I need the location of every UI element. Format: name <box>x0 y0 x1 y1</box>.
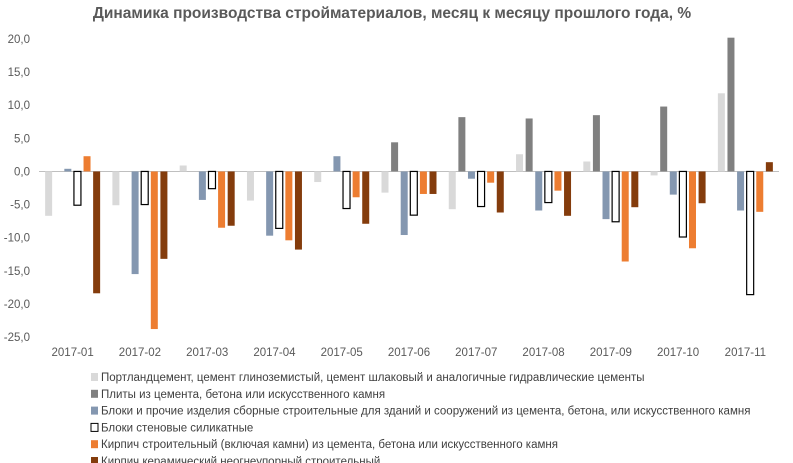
x-tick-label: 2017-10 <box>657 347 699 359</box>
legend-label: Плиты из цемента, бетона или искусственн… <box>101 389 385 401</box>
bar <box>660 106 668 172</box>
y-tick-label: 10,0 <box>8 100 30 112</box>
y-tick-label: 5,0 <box>14 133 30 145</box>
bar <box>717 93 725 172</box>
axes: 20,0 15,0 10,0 5,0 0,0 -5,0 -10,0 -15,0 -20,0 -25… <box>4 34 779 359</box>
bar <box>275 170 284 229</box>
x-tick-label: 2017-02 <box>119 347 161 359</box>
bar <box>266 171 274 236</box>
bar <box>140 170 149 206</box>
legend: Портландцемент, цемент глиноземистый, це… <box>90 372 750 463</box>
legend-swatch <box>91 440 98 449</box>
bar <box>131 171 139 275</box>
y-tick-label: -25,0 <box>4 332 30 344</box>
bar <box>294 171 302 250</box>
bar <box>333 156 341 172</box>
y-tick-label: 15,0 <box>8 67 30 79</box>
bar <box>419 171 427 194</box>
bar <box>583 161 591 172</box>
bar <box>564 171 572 216</box>
bar <box>207 170 217 190</box>
bar <box>476 170 486 208</box>
bar <box>611 170 620 223</box>
legend-label: Кирпич строительный (включая камни) из ц… <box>101 439 558 451</box>
legend-swatch <box>91 389 98 398</box>
y-tick-label: -15,0 <box>4 266 30 278</box>
bar <box>631 171 639 208</box>
bar <box>246 171 254 201</box>
bar <box>554 171 562 191</box>
bar <box>602 171 610 220</box>
bar <box>516 154 524 172</box>
x-tick-label: 2017-11 <box>725 347 766 359</box>
x-tick-label: 2017-03 <box>186 347 228 359</box>
bar <box>727 37 735 172</box>
y-tick-label: -10,0 <box>4 233 30 245</box>
chart-title: Динамика производства стройматериалов, м… <box>93 5 691 22</box>
bar <box>669 171 677 195</box>
bar <box>160 171 168 259</box>
bar <box>650 171 658 176</box>
bar <box>496 171 504 213</box>
bar <box>448 171 456 210</box>
bar <box>400 171 408 236</box>
bar <box>678 170 687 238</box>
bar <box>765 162 773 172</box>
x-tick-label: 2017-09 <box>590 347 632 359</box>
bar <box>698 171 706 204</box>
bar <box>737 171 745 211</box>
legend-label: Блоки и прочие изделия сборные строитель… <box>101 406 750 418</box>
legend-swatch <box>91 406 98 415</box>
bar <box>621 171 629 262</box>
x-tick-label: 2017-08 <box>522 347 564 359</box>
bar <box>409 170 418 216</box>
legend-label: Блоки стеновые силикатные <box>101 422 253 434</box>
bar <box>525 118 533 172</box>
bar <box>381 171 389 193</box>
y-tick-label: 20,0 <box>8 34 30 46</box>
bar <box>314 171 322 183</box>
bar <box>73 170 82 206</box>
x-tick-label: 2017-04 <box>253 347 296 359</box>
legend-swatch <box>91 373 98 381</box>
bar <box>756 171 764 212</box>
bar <box>746 170 755 296</box>
y-tick-label: -5,0 <box>10 200 30 212</box>
bar <box>592 115 600 172</box>
bar <box>179 165 187 172</box>
x-tick-label: 2017-07 <box>455 347 497 359</box>
bar <box>198 171 206 200</box>
bar <box>150 171 158 330</box>
bar <box>352 171 360 198</box>
bars <box>45 37 773 330</box>
bar <box>458 117 466 172</box>
legend-swatch <box>90 422 99 432</box>
bar <box>45 171 53 216</box>
bar <box>342 170 351 210</box>
x-tick-label: 2017-06 <box>388 347 430 359</box>
bar <box>218 171 226 228</box>
bar <box>83 156 91 172</box>
y-tick-label: -20,0 <box>4 299 30 311</box>
bar <box>429 171 437 194</box>
legend-label: Портландцемент, цемент глиноземистый, це… <box>101 372 645 384</box>
bar <box>362 171 370 224</box>
y-tick-label: 0,0 <box>14 166 30 178</box>
bar <box>487 171 495 183</box>
bar <box>467 171 475 179</box>
bar <box>391 142 399 172</box>
bar <box>285 171 293 241</box>
legend-label: Кирпич керамический неогнеупорный строит… <box>101 456 380 463</box>
bar <box>544 170 553 204</box>
bar <box>64 168 72 172</box>
bar <box>227 171 235 226</box>
bar <box>688 171 696 249</box>
bar <box>535 171 543 211</box>
legend-swatch <box>91 457 98 463</box>
bar <box>112 171 120 206</box>
x-tick-label: 2017-05 <box>321 347 363 359</box>
bar <box>93 171 101 294</box>
x-tick-label: 2017-01 <box>52 347 94 359</box>
